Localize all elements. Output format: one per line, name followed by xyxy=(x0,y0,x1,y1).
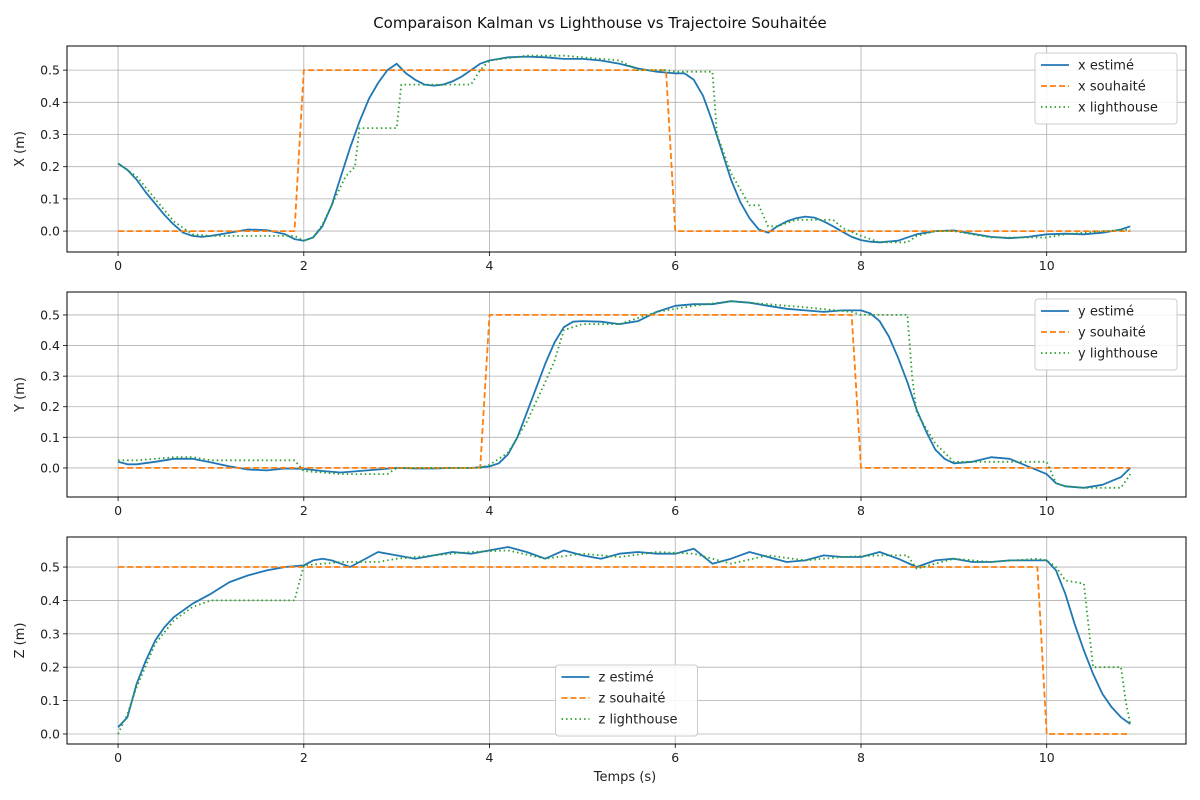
legend-label: z lighthouse xyxy=(599,713,678,728)
x-tick-label: 0 xyxy=(114,258,122,273)
x-tick-label: 6 xyxy=(671,258,679,273)
x-tick-label: 8 xyxy=(857,503,865,518)
legend-label: x lighthouse xyxy=(1078,101,1158,116)
legend: y estimé y souhaité y lighthouse xyxy=(1034,298,1178,371)
y-tick-label: 0.5 xyxy=(40,307,60,322)
x-tick-label: 0 xyxy=(114,750,122,765)
series-line-solid xyxy=(117,546,1131,728)
x-tick-label: 10 xyxy=(1039,750,1055,765)
y-tick-label: 0.3 xyxy=(40,369,60,384)
x-tick-label: 6 xyxy=(671,503,679,518)
x-tick-label: 10 xyxy=(1039,258,1055,273)
y-tick-label: 0.1 xyxy=(40,693,60,708)
series-line-dashed xyxy=(118,69,1131,233)
x-axis-label: Temps (s) xyxy=(593,770,656,785)
axes-frame xyxy=(66,291,1187,498)
y-tick-label: 0.2 xyxy=(40,159,60,174)
y-tick-label: 0.0 xyxy=(40,224,60,239)
series-line-dashed xyxy=(118,566,1131,735)
series-group xyxy=(117,54,1131,244)
y-axis-label: X (m) xyxy=(13,131,28,167)
series-group xyxy=(117,546,1132,735)
legend-label: y souhaité xyxy=(1078,326,1146,341)
y-tick-label: 0.0 xyxy=(40,726,60,741)
y-tick-label: 0.5 xyxy=(40,63,60,78)
legend-label: y estimé xyxy=(1078,305,1134,320)
legend-box xyxy=(555,664,698,737)
x-tick-label: 2 xyxy=(300,503,308,518)
legend-label: x souhaité xyxy=(1078,80,1146,95)
legend-label: y lighthouse xyxy=(1078,347,1158,362)
legend-label: z estimé xyxy=(599,671,654,686)
y-tick-label: 0.1 xyxy=(40,430,60,445)
series-line-solid xyxy=(117,55,1131,244)
y-axis-label: Y (m) xyxy=(13,377,28,413)
y-tick-label: 0.3 xyxy=(40,626,60,641)
figure-title: Comparaison Kalman vs Lighthouse vs Traj… xyxy=(373,14,827,32)
legend-box xyxy=(1034,298,1178,371)
y-tick-label: 0.2 xyxy=(40,660,60,675)
subplot-3: 0 2 4 6 8 100.00.10.20.30.40.5Z (m)z estiméz … xyxy=(13,536,1187,765)
x-tick-label: 2 xyxy=(300,750,308,765)
subplots: 0 2 4 6 8 100.00.10.20.30.40.5X (m)x estiméx … xyxy=(13,45,1187,765)
x-tick-label: 4 xyxy=(486,258,494,273)
subplot-2: 0 2 4 6 8 100.00.10.20.30.40.5Y (m)y estiméy … xyxy=(13,291,1187,518)
y-tick-label: 0.4 xyxy=(40,593,60,608)
legend: z estimé z souhaité z lighthouse xyxy=(555,664,698,737)
axes-frame xyxy=(66,536,1187,745)
x-tick-label: 4 xyxy=(486,750,494,765)
series-line-dotted xyxy=(117,54,1131,244)
subplot-1: 0 2 4 6 8 100.00.10.20.30.40.5X (m)x estiméx … xyxy=(13,45,1187,273)
y-tick-label: 0.5 xyxy=(40,560,60,575)
y-tick-label: 0.2 xyxy=(40,399,60,414)
x-tick-label: 4 xyxy=(486,503,494,518)
y-tick-label: 0.4 xyxy=(40,95,60,110)
legend-label: z souhaité xyxy=(599,692,666,707)
y-axis-label: Z (m) xyxy=(13,623,28,659)
axes-frame xyxy=(66,45,1187,253)
x-tick-label: 8 xyxy=(857,750,865,765)
series-line-dashed xyxy=(118,313,1131,469)
series-line-solid xyxy=(117,300,1131,489)
legend-label: x estimé xyxy=(1078,59,1134,74)
y-tick-label: 0.1 xyxy=(40,191,60,206)
series-group xyxy=(117,300,1132,489)
legend: x estimé x souhaité x lighthouse xyxy=(1034,52,1178,125)
x-tick-label: 6 xyxy=(671,750,679,765)
x-tick-label: 10 xyxy=(1039,503,1055,518)
legend-box xyxy=(1034,52,1178,125)
y-tick-label: 0.0 xyxy=(40,460,60,475)
x-tick-label: 0 xyxy=(114,503,122,518)
y-tick-label: 0.4 xyxy=(40,338,60,353)
x-tick-label: 8 xyxy=(857,258,865,273)
x-tick-label: 2 xyxy=(300,258,308,273)
y-tick-label: 0.3 xyxy=(40,127,60,142)
